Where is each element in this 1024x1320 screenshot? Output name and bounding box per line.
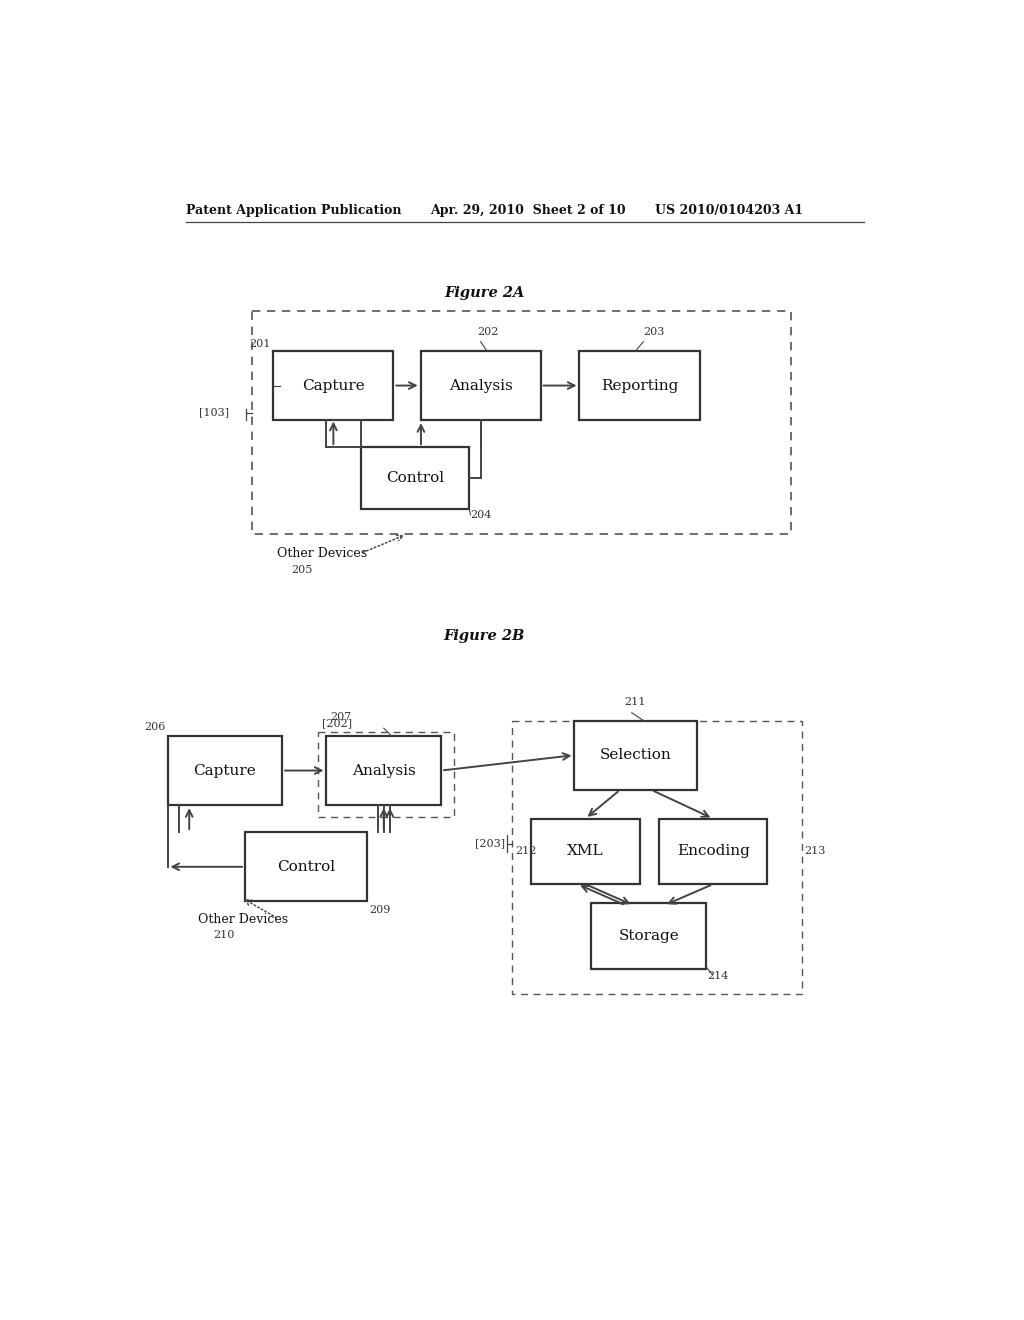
Text: 210: 210 xyxy=(213,929,234,940)
Text: Encoding: Encoding xyxy=(677,845,750,858)
Text: Other Devices: Other Devices xyxy=(198,912,288,925)
Bar xyxy=(360,447,469,508)
Text: US 2010/0104203 A1: US 2010/0104203 A1 xyxy=(655,205,803,218)
Bar xyxy=(421,351,541,420)
Bar xyxy=(317,733,454,817)
Text: Other Devices: Other Devices xyxy=(276,546,367,560)
Bar xyxy=(245,832,368,902)
Text: Reporting: Reporting xyxy=(601,379,678,392)
Text: 206: 206 xyxy=(144,722,166,733)
Text: Analysis: Analysis xyxy=(449,379,512,392)
Text: Analysis: Analysis xyxy=(352,763,416,777)
Text: Figure 2B: Figure 2B xyxy=(443,628,525,643)
Bar xyxy=(252,312,791,535)
Text: 207: 207 xyxy=(331,711,351,722)
Text: 209: 209 xyxy=(369,906,390,915)
Bar xyxy=(531,818,640,884)
Text: XML: XML xyxy=(567,845,603,858)
Text: 202: 202 xyxy=(477,327,498,337)
Text: 214: 214 xyxy=(708,970,729,981)
Text: 201: 201 xyxy=(250,339,271,348)
Bar xyxy=(658,818,767,884)
Bar xyxy=(574,721,697,789)
Text: Apr. 29, 2010  Sheet 2 of 10: Apr. 29, 2010 Sheet 2 of 10 xyxy=(430,205,626,218)
Text: Capture: Capture xyxy=(194,763,256,777)
Text: [103]: [103] xyxy=(199,408,228,417)
Text: Patent Application Publication: Patent Application Publication xyxy=(186,205,401,218)
Text: [203]: [203] xyxy=(475,838,506,849)
Text: Control: Control xyxy=(386,471,443,484)
Text: Storage: Storage xyxy=(618,929,679,942)
Text: 213: 213 xyxy=(804,846,825,857)
Bar xyxy=(168,737,283,805)
Text: 204: 204 xyxy=(471,511,492,520)
Text: 212: 212 xyxy=(515,846,537,857)
Text: 211: 211 xyxy=(624,697,645,706)
Bar xyxy=(327,737,441,805)
Text: 203: 203 xyxy=(643,327,665,337)
Bar xyxy=(512,721,802,994)
Text: Control: Control xyxy=(278,859,335,874)
Bar xyxy=(592,903,707,969)
Text: Figure 2A: Figure 2A xyxy=(444,286,524,300)
Text: Selection: Selection xyxy=(600,748,672,762)
Text: Capture: Capture xyxy=(302,379,365,392)
Text: [202]: [202] xyxy=(322,718,352,729)
Text: 205: 205 xyxy=(291,565,312,576)
Bar xyxy=(580,351,699,420)
Bar xyxy=(273,351,393,420)
